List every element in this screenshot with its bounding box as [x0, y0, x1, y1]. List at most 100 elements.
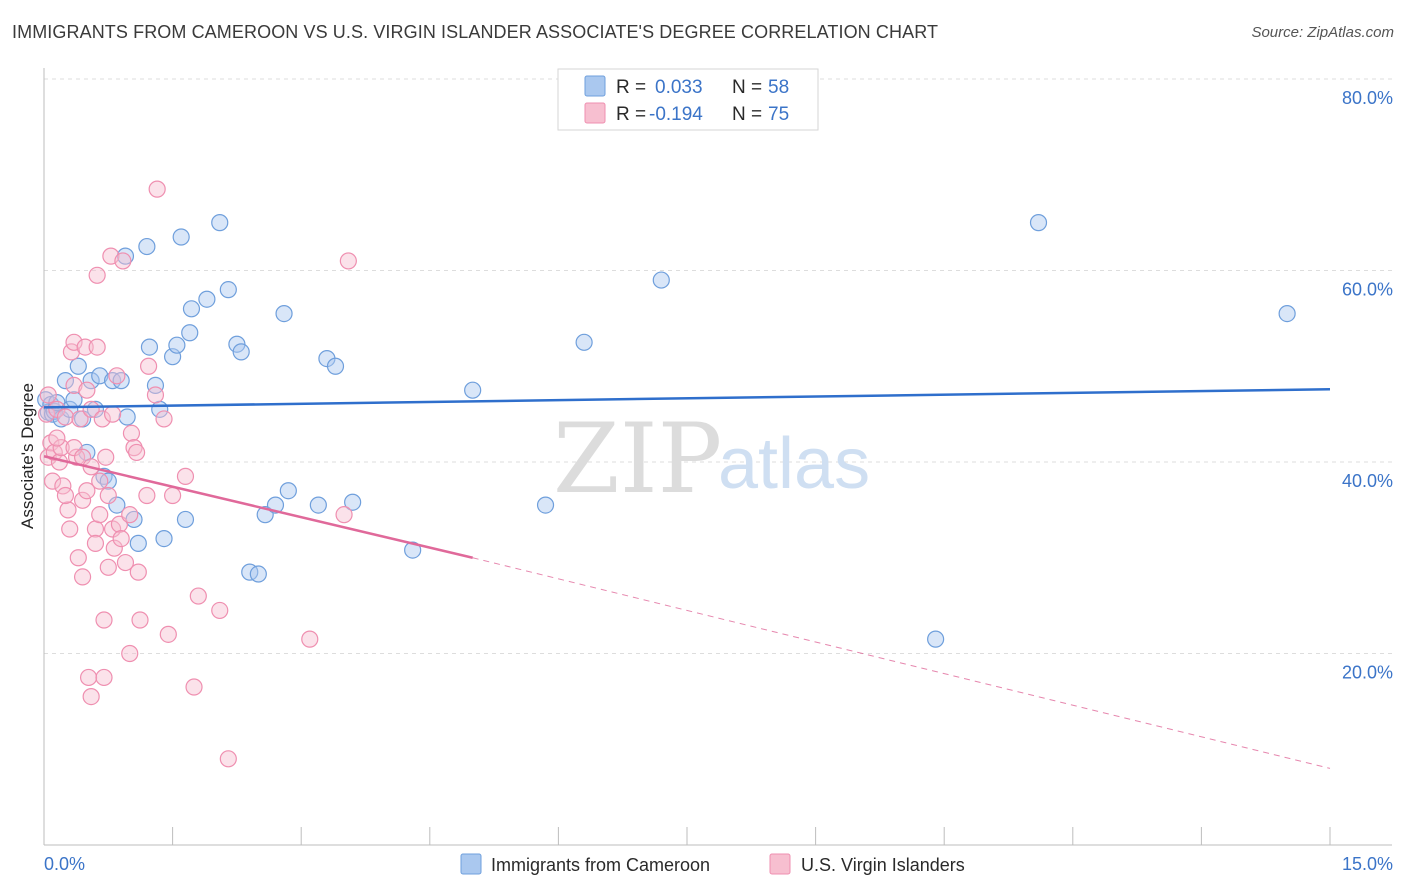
virgin-islanders-point-68	[56, 486, 75, 505]
cameroon-point-46	[279, 482, 297, 500]
virgin-islanders-point-15	[65, 333, 83, 351]
cameroon-point-50	[344, 493, 362, 511]
virgin-islanders-point-34	[95, 668, 113, 687]
virgin-islanders-point-31	[91, 506, 109, 524]
virgin-islanders-point-46	[121, 644, 139, 663]
legend-n-label-1: N =	[732, 77, 762, 98]
virgin-islanders-point-8	[52, 439, 70, 457]
virgin-islanders-point-52	[131, 611, 149, 629]
cameroon-point-21	[116, 247, 135, 265]
virgin-islanders-point-9	[54, 477, 72, 495]
virgin-islanders-point-43	[112, 529, 130, 548]
cameroon-point-34	[181, 324, 199, 342]
cameroon-point-42	[249, 565, 267, 583]
cameroon-point-29	[155, 529, 173, 548]
virgin-islanders-point-26	[82, 400, 100, 418]
watermark-zip: ZIP	[553, 403, 722, 515]
virgin-islanders-point-67	[48, 429, 66, 447]
correlation-legend: R = 0.033 N = 58 R = -0.194 N = 75	[557, 68, 819, 131]
virgin-islanders-point-18	[71, 410, 89, 428]
virgin-islanders-point-73	[99, 486, 117, 505]
virgin-islanders-point-1	[39, 386, 57, 404]
cameroon-point-26	[140, 338, 159, 356]
cameroon-point-32	[172, 228, 190, 246]
virgin-islanders-point-38	[103, 405, 122, 423]
virgin-islanders-point-40	[105, 539, 123, 557]
legend-r-value-1: 0.033	[655, 77, 703, 98]
virgin-islanders-point-49	[125, 439, 143, 457]
cameroon-point-15	[91, 367, 109, 385]
cameroon-point-24	[129, 534, 147, 552]
virgin-islanders-point-53	[138, 486, 156, 505]
virgin-islanders-point-35	[97, 448, 115, 466]
series-legend: Immigrants from Cameroon U.S. Virgin Isl…	[460, 853, 965, 875]
virgin-islanders-point-4	[43, 472, 62, 490]
y-tick-label-3: 20.0%	[1342, 663, 1393, 683]
cameroon-point-7	[56, 372, 75, 390]
virgin-islanders-point-54	[139, 357, 158, 375]
virgin-islanders-point-22	[78, 381, 96, 399]
x-tick-labels: 0.0% 15.0%	[44, 854, 1393, 874]
legend-swatch-pink	[584, 102, 606, 124]
virgin-islanders-point-57	[155, 410, 173, 428]
cameroon-point-49	[326, 357, 345, 375]
virgin-islanders-point-69	[65, 439, 83, 457]
virgin-islanders-point-65	[335, 506, 353, 524]
cameroon-point-40	[232, 343, 250, 361]
virgin-islanders-point-72	[91, 472, 109, 490]
cameroon-point-58	[1278, 304, 1296, 323]
bottom-legend-swatch-pink	[769, 853, 791, 875]
virgin-islanders-point-60	[176, 467, 195, 485]
bottom-legend-label-cameroon: Immigrants from Cameroon	[491, 855, 710, 875]
virgin-islanders-point-12	[61, 520, 79, 538]
cameroon-point-55	[652, 271, 670, 289]
virgin-islanders-point-14	[65, 376, 83, 394]
cameroon-point-19	[108, 496, 126, 514]
legend-swatch-blue	[584, 75, 606, 97]
virgin-islanders-point-74	[189, 587, 207, 605]
virgin-islanders-point-63	[219, 750, 237, 768]
virgin-islanders-point-28	[86, 534, 105, 552]
virgin-islanders-point-27	[86, 520, 105, 538]
virgin-islanders-point-66	[339, 252, 357, 270]
virgin-islanders-point-47	[121, 506, 139, 524]
legend-r-value-2: -0.194	[649, 104, 703, 125]
virgin-islanders-point-51	[129, 563, 147, 581]
virgin-islanders-point-21	[76, 338, 94, 356]
virgin-islanders-point-41	[108, 367, 126, 385]
chart-source: Source: ZipAtlas.com	[1251, 24, 1394, 41]
virgin-islanders-point-59	[164, 486, 182, 505]
cameroon-point-54	[575, 333, 593, 351]
y-tick-label-2: 40.0%	[1342, 471, 1393, 491]
cameroon-point-22	[118, 408, 136, 426]
trend-lines	[43, 387, 1331, 769]
virgin-islanders-point-11	[59, 501, 77, 519]
y-tick-labels: 80.0% 60.0% 40.0% 20.0%	[1342, 88, 1393, 683]
legend-r-label-1: R =	[616, 77, 646, 98]
y-tick-label-0: 80.0%	[1342, 88, 1393, 108]
virgin-islanders-point-36	[99, 558, 117, 576]
legend-n-label-2: N =	[732, 104, 762, 125]
virgin-islanders-point-33	[95, 611, 113, 629]
x-tick-label-max: 15.0%	[1342, 854, 1393, 874]
virgin-islanders-point-29	[88, 266, 106, 284]
virgin-islanders-point-10	[56, 408, 75, 426]
x-tick-label-min: 0.0%	[44, 854, 85, 874]
legend-n-value-2: 75	[768, 104, 789, 125]
virgin-islanders-point-55	[146, 386, 165, 404]
virgin-islanders-point-19	[73, 491, 92, 509]
virgin-islanders-point-24	[79, 668, 98, 687]
virgin-islanders-point-58	[159, 625, 177, 643]
cameroon-point-14	[86, 400, 105, 418]
y-tick-label-1: 60.0%	[1342, 280, 1393, 300]
cameroon-point-35	[182, 300, 201, 318]
bottom-legend-label-virgin-islanders: U.S. Virgin Islanders	[801, 855, 965, 875]
virgin-islanders-point-17	[69, 549, 87, 567]
virgin-islanders-point-45	[116, 553, 135, 572]
cameroon-point-37	[211, 214, 229, 232]
legend-n-value-1: 58	[768, 77, 789, 98]
virgin-islanders-point-50	[127, 443, 146, 462]
virgin-islanders-point-32	[93, 410, 111, 428]
virgin-islanders-point-64	[301, 630, 319, 648]
